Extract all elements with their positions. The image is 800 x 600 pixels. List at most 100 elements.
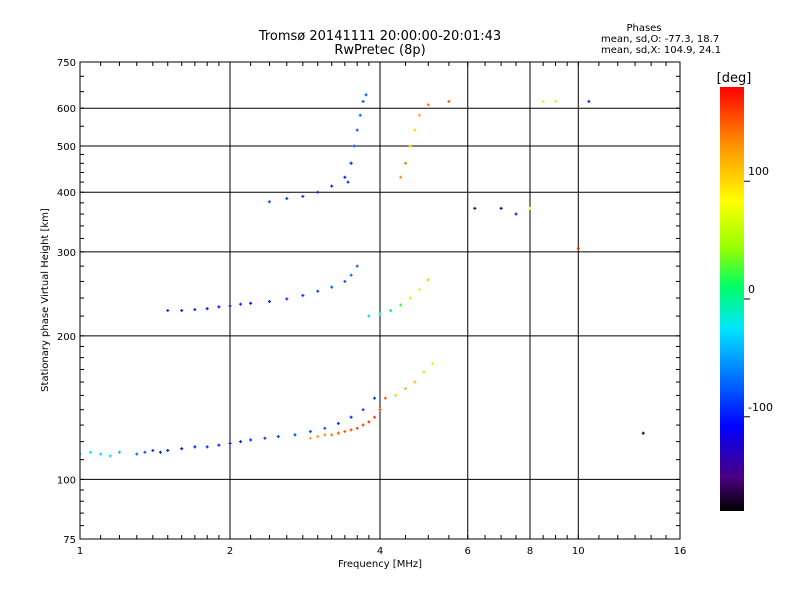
- data-point: [417, 113, 421, 117]
- data-point: [293, 433, 297, 437]
- data-point: [426, 278, 430, 282]
- data-point: [361, 99, 365, 103]
- data-point: [239, 302, 243, 306]
- data-point: [349, 273, 353, 277]
- x-axis-label: Frequency [MHz]: [338, 559, 422, 570]
- x-tick-label: 6: [465, 546, 471, 557]
- y-tick-labels: 75 100 200 300 400 500 600 750: [57, 58, 76, 546]
- chart-title: Tromsø 20141111 20:00:00-20:01:43: [258, 29, 501, 44]
- colorbar: [720, 87, 744, 511]
- data-point: [263, 436, 267, 440]
- data-point: [330, 433, 334, 437]
- data-point: [267, 300, 271, 304]
- data-point: [408, 296, 412, 300]
- data-point: [394, 393, 398, 397]
- data-point: [399, 175, 403, 179]
- colorbar-tick-label: -100: [748, 401, 773, 414]
- data-point: [228, 304, 232, 308]
- data-point: [413, 128, 417, 132]
- phases-o-stats: mean, sd,O: -77.3, 18.7: [601, 34, 719, 45]
- data-point: [330, 285, 334, 289]
- x-tick-label: 16: [674, 546, 687, 557]
- x-tick-label: 4: [377, 546, 383, 557]
- data-point: [514, 212, 518, 216]
- data-point: [349, 415, 353, 419]
- y-tick-label: 75: [63, 535, 76, 546]
- data-point: [403, 161, 407, 165]
- data-point: [239, 440, 243, 444]
- colorbar-label: [deg]: [717, 71, 752, 86]
- data-point: [352, 144, 356, 148]
- data-point: [417, 288, 421, 292]
- data-point: [576, 246, 580, 250]
- chart-subtitle: RwPretec (8p): [334, 43, 425, 58]
- data-point: [403, 387, 407, 391]
- data-point: [361, 408, 365, 412]
- data-point: [336, 431, 340, 435]
- colorbar-tick-label: 0: [748, 283, 755, 296]
- data-point: [249, 438, 253, 442]
- data-point: [276, 435, 280, 439]
- data-point: [358, 113, 362, 117]
- data-point: [217, 305, 221, 309]
- y-tick-label: 300: [57, 248, 76, 259]
- data-point: [316, 289, 320, 293]
- data-point: [373, 396, 377, 400]
- data-point: [193, 445, 197, 449]
- data-point: [166, 308, 170, 312]
- data-point: [205, 307, 209, 311]
- data-point: [308, 430, 312, 434]
- data-point: [346, 180, 350, 184]
- data-point: [361, 423, 365, 427]
- data-point: [408, 144, 412, 148]
- y-axis-label: Stationary phase Virtual Height [km]: [40, 208, 51, 392]
- axis-ticks: [80, 62, 680, 539]
- data-point: [166, 448, 170, 452]
- data-point: [323, 426, 327, 430]
- data-point: [336, 421, 340, 425]
- data-point: [413, 380, 417, 384]
- data-point: [447, 99, 451, 103]
- data-point: [117, 450, 121, 454]
- data-point: [389, 308, 393, 312]
- x-tick-label: 10: [572, 546, 585, 557]
- data-point: [180, 447, 184, 451]
- data-point: [99, 452, 103, 456]
- data-point: [205, 445, 209, 449]
- y-tick-label: 100: [57, 475, 76, 486]
- data-point: [355, 264, 359, 268]
- colorbar-tick-label: 100: [748, 165, 769, 178]
- data-point: [151, 448, 155, 452]
- data-point: [367, 420, 371, 424]
- y-tick-label: 750: [57, 58, 76, 69]
- data-point: [383, 396, 387, 400]
- data-point: [343, 430, 347, 434]
- x-tick-label: 8: [527, 546, 533, 557]
- y-tick-label: 200: [57, 332, 76, 343]
- colorbar-ticks: 100 0 -100: [744, 165, 773, 418]
- data-point: [301, 194, 305, 198]
- data-point: [355, 426, 359, 430]
- data-point: [228, 441, 232, 445]
- data-point: [330, 184, 334, 188]
- data-point: [249, 301, 253, 305]
- y-tick-label: 500: [57, 142, 76, 153]
- data-point: [108, 454, 112, 458]
- data-point: [378, 408, 382, 412]
- data-point: [399, 303, 403, 307]
- data-point: [193, 308, 197, 312]
- x-tick-labels: 1 2 4 6 8 10 16: [77, 546, 687, 557]
- data-point: [217, 443, 221, 447]
- data-point: [373, 415, 377, 419]
- data-point: [499, 206, 503, 210]
- phases-x-stats: mean, sd,X: 104.9, 24.1: [601, 45, 721, 56]
- data-point: [422, 370, 426, 374]
- y-tick-label: 400: [57, 188, 76, 199]
- data-point: [135, 452, 139, 456]
- data-point: [431, 361, 435, 365]
- data-point: [349, 428, 353, 432]
- data-points: [80, 93, 645, 458]
- data-point: [143, 450, 147, 454]
- data-point: [587, 99, 591, 103]
- x-tick-label: 1: [77, 546, 83, 557]
